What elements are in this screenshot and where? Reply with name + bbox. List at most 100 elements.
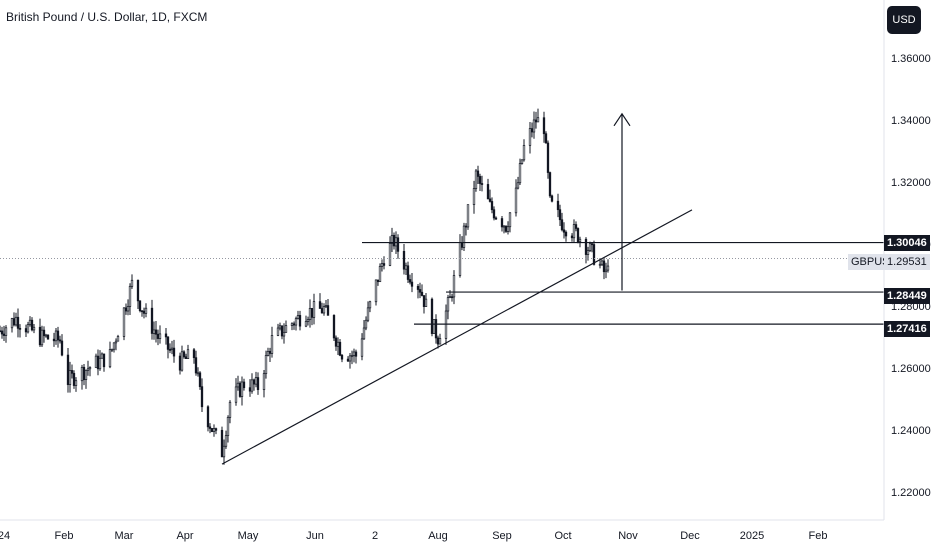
candle <box>360 333 364 361</box>
candle-body <box>164 333 168 338</box>
candle <box>214 427 218 435</box>
candle <box>184 353 188 359</box>
candle-body <box>138 300 142 312</box>
candle-body <box>182 351 186 358</box>
candle-body <box>606 265 610 271</box>
candle <box>252 378 256 391</box>
candle-body <box>140 310 144 313</box>
candle-body <box>462 225 466 248</box>
candle <box>520 159 524 165</box>
candle <box>548 171 552 198</box>
candle-body <box>392 234 396 247</box>
candle-body <box>42 329 46 337</box>
candle-body <box>238 382 242 397</box>
candle-body <box>254 377 258 385</box>
candle-body <box>88 367 92 370</box>
candle-body <box>464 225 468 228</box>
candle <box>396 234 400 259</box>
candle <box>226 415 230 443</box>
candle-body <box>542 117 546 135</box>
candle-body <box>544 133 548 144</box>
candle-body <box>280 325 284 337</box>
price-axis[interactable]: 1.360001.340001.320001.300001.280001.260… <box>891 53 931 499</box>
candle-body <box>222 445 226 458</box>
candle <box>408 274 412 285</box>
candle <box>446 294 450 320</box>
candle-body <box>226 417 230 437</box>
candle-body <box>108 349 112 368</box>
candle <box>108 341 112 369</box>
candle <box>362 319 366 340</box>
time-tick-label: Jun <box>306 530 324 542</box>
candle <box>2 325 6 342</box>
candle <box>276 323 280 337</box>
candle <box>438 333 442 345</box>
candle-body <box>476 170 480 177</box>
candle-body <box>220 429 224 458</box>
candle <box>304 315 308 328</box>
candle <box>68 361 72 393</box>
candle <box>352 348 356 363</box>
candle-body <box>180 351 184 371</box>
candle-body <box>130 279 134 287</box>
time-tick-label: Feb <box>55 530 74 542</box>
candle <box>478 173 482 192</box>
candle <box>546 140 550 179</box>
candle-body <box>390 234 394 244</box>
candle <box>116 334 120 342</box>
candle <box>366 301 370 323</box>
currency-button[interactable]: USD <box>887 6 921 34</box>
candle-body <box>488 198 492 202</box>
candle <box>536 108 540 123</box>
candle-body <box>0 330 4 335</box>
candle <box>112 342 116 353</box>
candle-body <box>352 351 356 356</box>
candle-body <box>534 119 538 123</box>
candle <box>172 339 176 363</box>
candle <box>298 310 302 331</box>
candle <box>52 332 56 347</box>
candle-body <box>374 279 378 303</box>
candle-body <box>584 238 588 255</box>
candle <box>30 317 34 332</box>
time-tick-label: Oct <box>554 530 571 542</box>
candle-body <box>198 372 202 388</box>
candle-body <box>158 333 162 339</box>
candle-body <box>574 224 578 229</box>
candle <box>46 334 50 340</box>
candle <box>422 295 426 314</box>
candle <box>464 223 468 236</box>
candle-body <box>570 235 574 239</box>
time-tick-label: Dec <box>680 530 700 542</box>
candle-body <box>212 428 216 432</box>
candle <box>44 333 48 338</box>
candle-body <box>26 324 30 333</box>
candle <box>0 326 4 339</box>
candle-body <box>404 265 408 270</box>
candle-body <box>248 387 252 392</box>
candle-body <box>474 170 478 189</box>
candle-body <box>334 337 338 347</box>
level-label-3: 1.27416 <box>884 321 930 337</box>
candle-body <box>192 349 196 359</box>
candle <box>284 320 288 333</box>
candle-body <box>520 159 524 164</box>
time-axis[interactable]: 24 Feb Mar Apr May Jun 2 Aug Sep Oct Nov Dec 2025 Feb <box>0 530 827 542</box>
candle <box>86 360 90 376</box>
candle <box>142 307 146 319</box>
candle-body <box>168 349 172 351</box>
candle <box>390 227 394 253</box>
candle-body <box>2 333 6 336</box>
candle-body <box>322 306 326 314</box>
candle <box>466 204 470 230</box>
candle <box>240 376 244 406</box>
candle <box>492 206 496 221</box>
candle-body <box>102 353 106 368</box>
candle <box>392 232 396 250</box>
candle <box>126 299 130 316</box>
candle-body <box>128 285 132 307</box>
candle <box>500 216 504 232</box>
candle-body <box>432 319 436 334</box>
candle <box>234 378 238 406</box>
